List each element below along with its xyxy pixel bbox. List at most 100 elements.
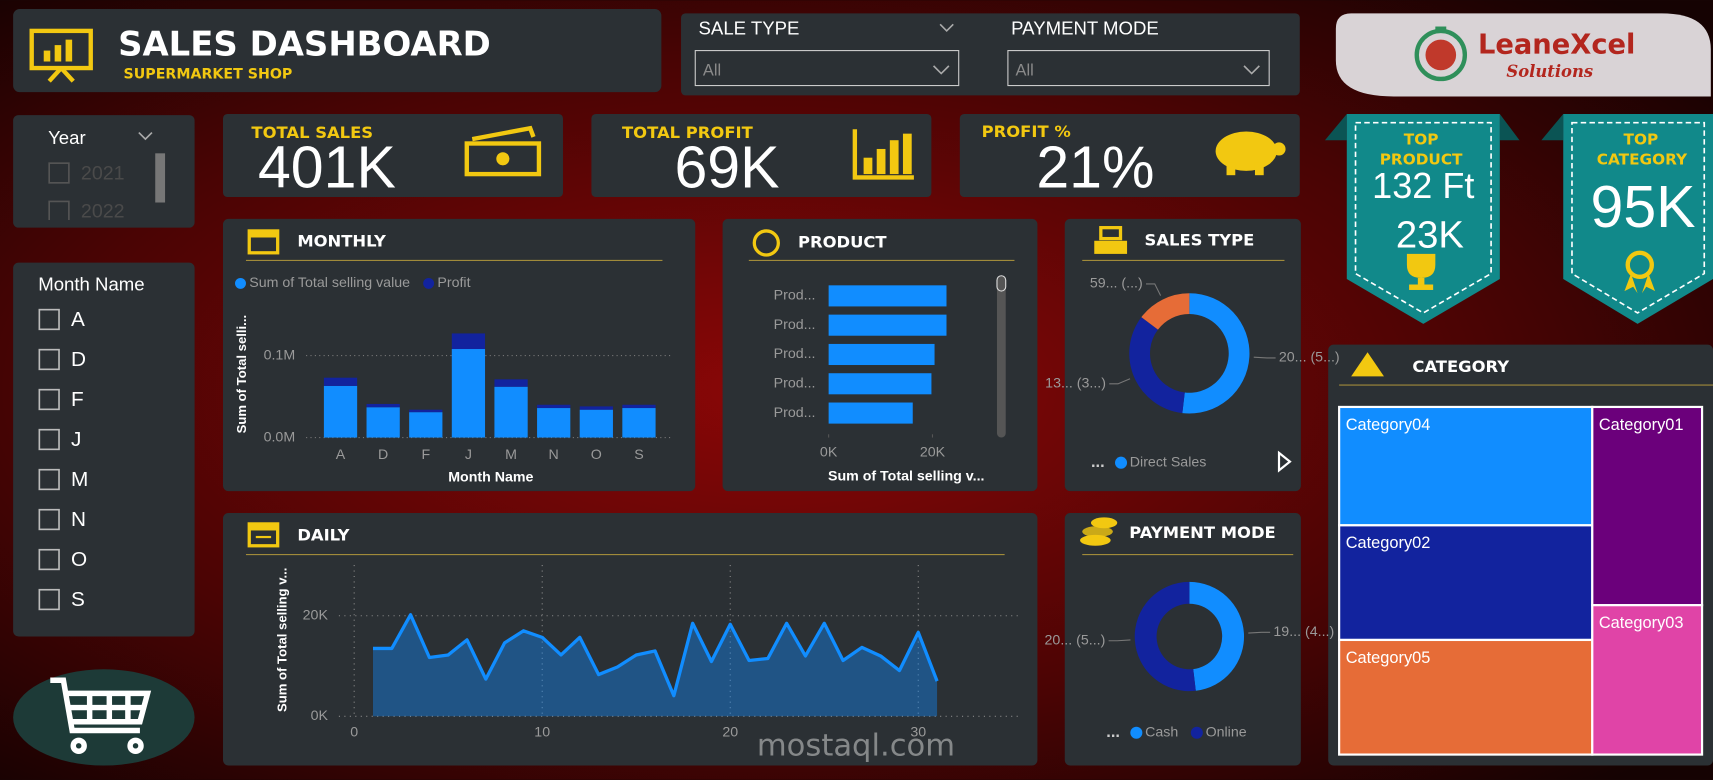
chart-title: DAILY [297, 525, 350, 544]
ribbon-tab [1541, 113, 1564, 141]
data-label: 20... (5...) [1045, 632, 1106, 648]
leader-line [1109, 378, 1131, 385]
checkbox[interactable] [38, 348, 60, 371]
card-label: PRODUCT [1380, 150, 1463, 168]
treemap-cell [1338, 524, 1594, 642]
bar [409, 409, 443, 413]
x-tick-label: 10 [534, 724, 550, 740]
bar [451, 333, 486, 350]
donut-segment [1182, 293, 1250, 414]
calendar-icon [247, 229, 280, 255]
y-tick-label: 0K [311, 708, 329, 724]
checkbox[interactable] [38, 308, 60, 331]
top-card [1346, 113, 1500, 324]
money-icon [464, 125, 542, 177]
x-tick-label: 0 [350, 724, 358, 740]
legend-next[interactable] [1277, 450, 1292, 473]
chart-title: MONTHLY [297, 231, 387, 250]
product-icon [752, 229, 780, 257]
chart-panel [1064, 218, 1301, 492]
kpi-value: 401K [258, 135, 396, 201]
x-tick-label: N [549, 447, 559, 463]
card-label: TOP [1624, 131, 1659, 149]
card-name: 132 Ft [1372, 165, 1474, 206]
slicer-title: Month Name [38, 274, 144, 295]
donut-segment [1189, 581, 1245, 691]
donut-segment [1129, 317, 1185, 414]
ribbon-tab [1324, 113, 1520, 141]
dashboard-subtitle: SUPERMARKET SHOP [124, 67, 293, 83]
y-tick-label: 20K [303, 607, 329, 623]
x-tick-label: 20 [722, 724, 738, 740]
bar [622, 404, 656, 409]
charts: 0.0M 0.1M A D F J M N O S Sum of Total selling val… [235, 275, 1704, 756]
cell-label: Category01 [1599, 416, 1684, 434]
y-tick-label: 0.0M [264, 429, 296, 445]
dropdown-value: All [703, 62, 721, 80]
register-icon [1094, 226, 1128, 254]
legend-label: Cash [1145, 724, 1178, 740]
checkbox[interactable] [38, 548, 60, 571]
data-label: 13... (3...) [1045, 376, 1106, 392]
chevron [939, 23, 954, 33]
data-label: 19... (4...) [1273, 624, 1334, 640]
card-border [1354, 121, 1492, 314]
kpi-label: TOTAL PROFIT [622, 123, 754, 142]
checkbox[interactable] [48, 162, 70, 184]
calendar-icon [247, 522, 280, 548]
chevron [932, 65, 950, 75]
bar [828, 343, 935, 366]
cell-label: Category05 [1346, 649, 1431, 667]
slicer-item: 2021 [81, 162, 125, 184]
checkbox[interactable] [38, 588, 60, 611]
bar [323, 377, 358, 386]
filter-label: SALE TYPE [699, 18, 800, 39]
card-value: 23K [1396, 214, 1465, 257]
kpi-value: 69K [674, 135, 779, 201]
cart-icon [50, 677, 152, 755]
slicer-item: S [71, 588, 85, 611]
scroll-thumb[interactable] [996, 275, 1007, 292]
donut-segment [1134, 581, 1196, 692]
y-tick-label: Prod... [774, 288, 816, 304]
bar [828, 402, 913, 424]
piggy-icon [1215, 131, 1286, 176]
y-axis-label: Sum of Total selli... [234, 315, 249, 433]
cell-label: Category03 [1599, 614, 1684, 632]
scrollbar[interactable] [996, 275, 1006, 438]
bar [828, 285, 947, 307]
award-icon [1624, 250, 1656, 294]
y-tick-label: 0.1M [264, 347, 296, 363]
header-icon [29, 28, 93, 83]
x-tick-label: J [465, 447, 472, 463]
x-tick-label: 0K [820, 445, 838, 461]
chart-title: SALES TYPE [1145, 230, 1255, 249]
scrollbar[interactable] [155, 153, 166, 203]
checkbox[interactable] [48, 200, 70, 221]
card-value: 95K [1591, 174, 1696, 240]
dropdown[interactable] [694, 50, 960, 87]
x-tick-label: S [634, 447, 643, 463]
checkbox[interactable] [38, 428, 60, 451]
dropdown[interactable] [1007, 50, 1270, 87]
checkbox[interactable] [38, 388, 60, 411]
checkbox[interactable] [38, 468, 60, 491]
legend-marker [1115, 456, 1128, 469]
logo-icon [1414, 26, 1468, 82]
x-tick-label: F [421, 447, 430, 463]
x-axis-label: Sum of Total selling v... [828, 469, 985, 485]
legend-label: Profit [437, 275, 470, 291]
coins-icon [1080, 517, 1118, 546]
checkbox[interactable] [38, 508, 60, 531]
legend-label: Direct Sales [1130, 454, 1207, 470]
x-tick-label: 20K [920, 445, 946, 461]
y-tick-label: Prod... [774, 405, 816, 421]
x-tick-label: D [378, 447, 388, 463]
bar [451, 349, 486, 438]
card-label: CATEGORY [1597, 150, 1688, 168]
bar [579, 409, 613, 438]
legend-label: Sum of Total selling value [249, 275, 410, 291]
cart-panel [13, 669, 195, 766]
chart-title: PRODUCT [798, 232, 887, 251]
leader-line [1248, 631, 1271, 634]
